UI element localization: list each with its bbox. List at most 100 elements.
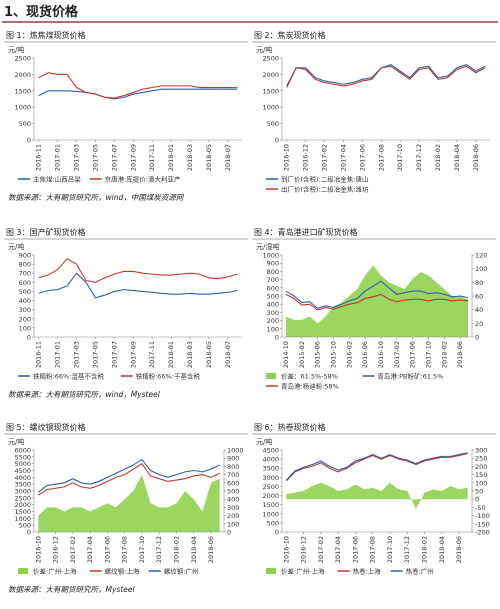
- area: [286, 482, 468, 510]
- y2-tick-label: 100: [475, 479, 487, 487]
- x-tick-label: 2017-10: [386, 536, 394, 563]
- line: [38, 88, 238, 100]
- x-tick-label: 2017-07: [110, 341, 118, 368]
- y2-tick-label: 0: [227, 529, 231, 537]
- x-tick-label: 2018-04: [438, 536, 446, 563]
- x-tick-label: 2018-02: [173, 536, 181, 563]
- x-tick-label: 2016-10: [34, 536, 42, 563]
- x-tick-label: 2017-12: [403, 536, 411, 563]
- y2-tick-label: 300: [227, 504, 239, 512]
- x-tick-label: 2018-02: [440, 341, 448, 368]
- x-tick-label: 2017-06: [358, 144, 366, 171]
- y2-tick-label: -100: [475, 512, 490, 520]
- y-tick-label: 200: [19, 315, 31, 323]
- y-tick-label: 2500: [14, 55, 31, 63]
- chart: 图 4：青岛港进口矿现货价格元/湿吨0100200300400500600700…: [252, 227, 496, 391]
- legend-swatch: [18, 568, 28, 574]
- legend-label: 铁精粉:66%:干基含税: [136, 372, 201, 381]
- y2-tick-label: -150: [475, 520, 490, 528]
- y-tick-label: 700: [19, 270, 31, 278]
- legend-label: 铁精粉:66%:湿基不含税: [33, 372, 104, 381]
- y-tick-label: 0: [27, 529, 31, 537]
- y2-tick-label: 800: [227, 463, 239, 471]
- x-tick-label: 2017-01: [54, 341, 62, 368]
- x-tick-label: 2018-03: [186, 144, 194, 171]
- y-tick-label: 2500: [14, 494, 31, 502]
- y2-tick-label: -200: [475, 529, 490, 537]
- line: [285, 452, 468, 481]
- legend-label: 螺纹钢:广州: [164, 567, 199, 576]
- line: [285, 293, 469, 311]
- x-tick-label: 2018-03: [186, 341, 194, 368]
- line: [285, 280, 469, 309]
- legend-label: 热卷:广州: [406, 567, 434, 576]
- y-tick-label: 200: [267, 317, 279, 325]
- x-tick-label: 2016-10: [282, 536, 290, 563]
- line: [38, 272, 238, 299]
- line: [38, 72, 238, 99]
- area: [285, 265, 469, 337]
- legend-label: 青岛港:PB粉矿:61.5%: [377, 372, 443, 381]
- y-unit: 元/吨: [8, 45, 24, 54]
- x-tick-label: 2018-02: [421, 536, 429, 563]
- y-tick-label: 0: [27, 334, 31, 342]
- x-tick-label: 2017-09: [129, 144, 137, 171]
- x-tick-label: 2017-04: [339, 144, 347, 171]
- legend-label: 价差：61.5%-58%: [281, 372, 338, 381]
- y2-tick-label: 0: [475, 496, 479, 504]
- y-tick-label: 100: [19, 324, 31, 332]
- heading: 1、现货价格: [4, 4, 79, 20]
- y-tick-label: 5000: [14, 460, 31, 468]
- x-tick-label: 2018-01: [167, 341, 175, 368]
- y-unit: 元/吨: [256, 45, 272, 54]
- y-tick-label: 500: [19, 522, 31, 530]
- y2-tick-label: 120: [475, 252, 487, 260]
- y2-tick-label: 80: [475, 279, 483, 287]
- y-tick-label: 400: [19, 297, 31, 305]
- x-tick-label: 2015-02: [298, 341, 306, 368]
- y-tick-label: 500: [267, 120, 279, 128]
- x-tick-label: 2017-12: [155, 536, 163, 563]
- line: [285, 453, 468, 482]
- chart: 图 5：螺纹钢现货价格元/吨05001000150020002500300035…: [4, 422, 248, 594]
- x-tick-label: 2017-10: [424, 341, 432, 368]
- x-tick-label: 2015-10: [329, 341, 337, 368]
- line: [38, 462, 220, 496]
- y-tick-label: 1000: [262, 510, 279, 518]
- x-tick-label: 2017-08: [121, 536, 129, 563]
- y2-tick-label: 40: [475, 306, 483, 314]
- x-tick-label: 2018-07: [224, 144, 232, 171]
- x-tick-label: 2017-05: [91, 144, 99, 171]
- y-tick-label: 300: [19, 306, 31, 314]
- y-tick-label: 400: [267, 301, 279, 309]
- x-tick-label: 2017-09: [129, 341, 137, 368]
- y2-tick-label: 900: [227, 455, 239, 463]
- y-tick-label: 2000: [14, 501, 31, 509]
- y2-tick-label: 300: [475, 447, 487, 455]
- y2-tick-label: -50: [475, 504, 486, 512]
- y-unit: 元/湿吨: [256, 242, 279, 251]
- x-tick-label: 2017-02: [317, 536, 325, 563]
- area: [38, 474, 220, 532]
- x-tick-label: 2018-01: [167, 144, 175, 171]
- y-tick-label: 1000: [262, 104, 279, 112]
- legend-label: 主焦煤:山西吕梁: [33, 175, 81, 184]
- y-tick-label: 5500: [14, 453, 31, 461]
- y-tick-label: 300: [267, 309, 279, 317]
- y-tick-label: 4500: [262, 447, 279, 455]
- legend-label: 青岛港:杨迪粉:58%: [281, 382, 339, 391]
- x-tick-label: 2017-08: [377, 144, 385, 171]
- y2-tick-label: 200: [475, 463, 487, 471]
- legend-label: 热卷:上海: [353, 567, 382, 576]
- y-unit: 元/吨: [8, 242, 24, 251]
- x-tick-label: 2016-02: [345, 341, 353, 368]
- y2-tick-label: 700: [227, 471, 239, 479]
- legend-label: 价差:广州-上海: [33, 567, 77, 576]
- x-tick-label: 2016-12: [302, 144, 310, 171]
- x-tick-label: 2016-11: [35, 341, 43, 368]
- y2-tick-label: 400: [227, 496, 239, 504]
- legend-label: 螺纹钢:上海: [105, 567, 140, 576]
